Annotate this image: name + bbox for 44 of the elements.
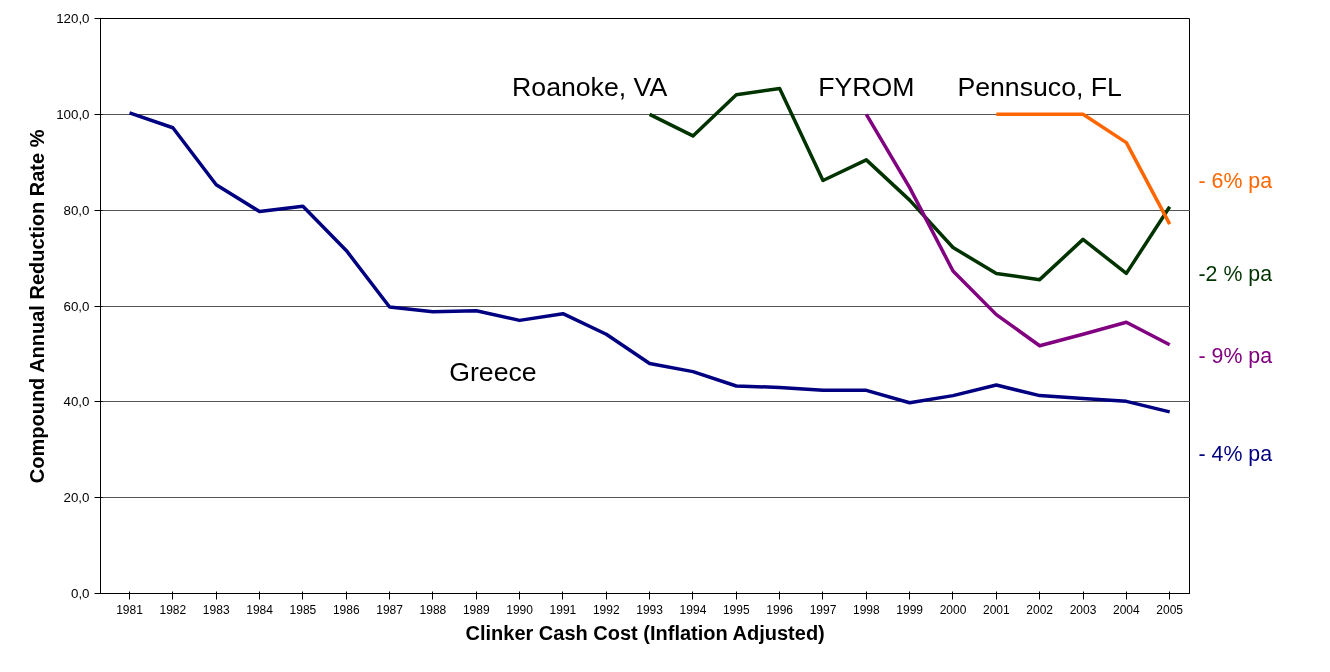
text: -2 % pa bbox=[1198, 261, 1273, 286]
x-tick-label: 2005 bbox=[1156, 602, 1184, 617]
text: - 4% pa bbox=[1198, 441, 1273, 466]
x-tick-label: 1999 bbox=[896, 602, 924, 617]
series-label: Roanoke, VA bbox=[512, 72, 668, 103]
y-tick-label: 100,0 bbox=[56, 106, 90, 122]
series-label: FYROM bbox=[818, 72, 915, 103]
y-tick-label: 60,0 bbox=[63, 298, 90, 314]
x-tick-label: 2004 bbox=[1113, 602, 1141, 617]
y-axis-title: Compound Annual Reduction Rate % bbox=[26, 129, 49, 484]
text: - 9% pa bbox=[1198, 343, 1273, 368]
x-tick-label: 1986 bbox=[332, 602, 360, 617]
x-tick-label: 1982 bbox=[159, 602, 187, 617]
x-tick-label: 1984 bbox=[246, 602, 274, 617]
x-tick-label: 1981 bbox=[116, 602, 144, 617]
y-tick-label: 80,0 bbox=[63, 202, 90, 218]
x-tick-label: 1993 bbox=[636, 602, 664, 617]
x-axis-title: Clinker Cash Cost (Inflation Adjusted) bbox=[465, 621, 825, 644]
series-label: Pennsuco, FL bbox=[957, 72, 1122, 103]
y-tick-label: 40,0 bbox=[63, 394, 90, 410]
x-tick-label: 2003 bbox=[1069, 602, 1097, 617]
y-tick-label: 0,0 bbox=[70, 586, 90, 601]
text: - 6% pa bbox=[1198, 168, 1273, 193]
x-tick-label: 1983 bbox=[202, 602, 230, 617]
x-tick-label: 1988 bbox=[419, 602, 447, 617]
x-tick-label: 1994 bbox=[679, 602, 707, 617]
x-tick-label: 1992 bbox=[592, 602, 620, 617]
x-tick-label: 1991 bbox=[549, 602, 577, 617]
x-tick-label: 2002 bbox=[1026, 602, 1054, 617]
x-tick-label: 1996 bbox=[766, 602, 794, 617]
line-series bbox=[127, 111, 1172, 414]
x-tick-label: 1998 bbox=[852, 602, 880, 617]
y-tick-label: 20,0 bbox=[63, 490, 90, 506]
line-series bbox=[864, 112, 1172, 348]
series-label: Greece bbox=[449, 356, 537, 387]
x-tick-label: 1990 bbox=[506, 602, 534, 617]
y-tick-label: 120,0 bbox=[56, 11, 90, 26]
x-tick-label: 2000 bbox=[939, 602, 967, 617]
x-tick-label: 2001 bbox=[982, 602, 1011, 617]
x-tick-label: 1985 bbox=[289, 602, 317, 617]
x-tick-label: 1989 bbox=[462, 602, 490, 617]
x-tick-label: 1995 bbox=[722, 602, 750, 617]
x-tick-label: 1997 bbox=[809, 602, 837, 617]
x-tick-label: 1987 bbox=[376, 602, 404, 617]
